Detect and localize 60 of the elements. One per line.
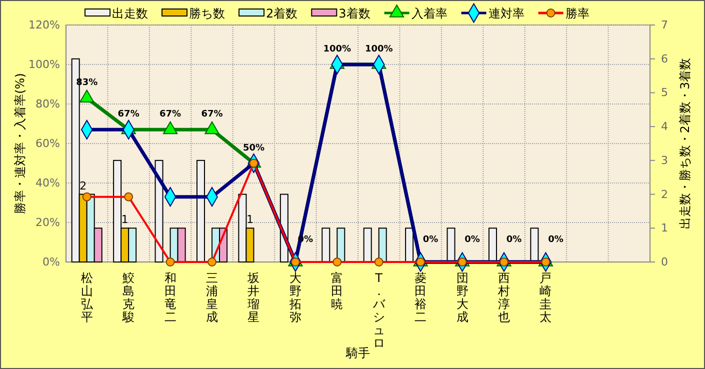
y2-tick-label: 6 xyxy=(661,52,668,66)
y2-axis-title: 出走数・勝ち数・2着数・3着数 xyxy=(678,58,692,230)
y-tick-label: 100% xyxy=(28,58,60,72)
x-tick-label: 大野拓弥 xyxy=(288,271,302,324)
data-label: 2 xyxy=(80,179,87,192)
data-label: 1 xyxy=(121,213,128,226)
x-tick-label: 和田竜二 xyxy=(164,271,176,324)
y2-tick-label: 4 xyxy=(661,120,668,134)
x-tick-label: 戸崎圭太 xyxy=(540,271,552,324)
legend-label: 勝ち数 xyxy=(189,6,225,20)
bar xyxy=(530,228,539,262)
y-tick-label: 120% xyxy=(28,18,60,32)
bar xyxy=(196,160,205,262)
y2-tick-label: 7 xyxy=(661,18,668,32)
data-label: 50% xyxy=(242,143,264,154)
x-tick-label: 松山弘平 xyxy=(80,271,94,324)
x-tick-label: 三浦皇成 xyxy=(206,271,218,324)
legend-label: 連対率 xyxy=(488,6,524,20)
y2-tick-label: 0 xyxy=(661,256,668,269)
y2-tick-label: 2 xyxy=(661,188,668,201)
data-label: 67% xyxy=(118,110,140,120)
y-tick-label: 60% xyxy=(36,137,60,150)
x-tick-label: 西村淳也 xyxy=(497,271,510,324)
legend-label: 3着数 xyxy=(338,6,370,20)
y2-tick-label: 5 xyxy=(661,86,668,100)
data-label: 1 xyxy=(246,213,254,226)
legend-label: 出走数 xyxy=(112,6,148,20)
bar xyxy=(322,228,330,262)
data-label: 0% xyxy=(548,235,564,245)
data-label: 100% xyxy=(364,44,393,54)
legend-label: 2着数 xyxy=(266,6,298,20)
y-tick-label: 0% xyxy=(42,256,60,269)
bar xyxy=(363,228,372,262)
y2-tick-label: 1 xyxy=(661,222,668,235)
bar xyxy=(378,228,387,262)
bar xyxy=(336,228,346,262)
bar xyxy=(405,228,414,262)
data-label: 100% xyxy=(323,44,352,54)
bar xyxy=(446,228,456,262)
bar xyxy=(488,228,497,262)
legend-label: 入着率 xyxy=(411,6,448,20)
bar xyxy=(154,160,164,262)
x-tick-label: 菱田裕二 xyxy=(414,271,427,324)
x-tick-label: 団野大成 xyxy=(456,271,468,324)
data-label: 0% xyxy=(422,235,438,245)
y-tick-label: 80% xyxy=(36,98,60,111)
y-tick-label: 40% xyxy=(36,176,60,190)
y-axis-title: 勝率・連対率・入着率(%) xyxy=(13,73,27,214)
x-tick-label: 富田暁 xyxy=(331,271,344,311)
data-label: 67% xyxy=(160,110,182,120)
data-label: 67% xyxy=(201,110,223,120)
y-tick-label: 20% xyxy=(36,216,60,230)
x-tick-label: 鮫島克駿 xyxy=(122,271,135,324)
x-axis-title: 騎手 xyxy=(345,346,370,360)
data-label: 0% xyxy=(506,235,522,245)
x-tick-label: 坂井瑠星 xyxy=(246,271,260,324)
y2-tick-label: 3 xyxy=(661,154,668,167)
data-label: 0% xyxy=(464,235,480,245)
legend-label: 勝率 xyxy=(565,6,590,20)
x-tick-label: T．バシュロ xyxy=(372,271,386,350)
